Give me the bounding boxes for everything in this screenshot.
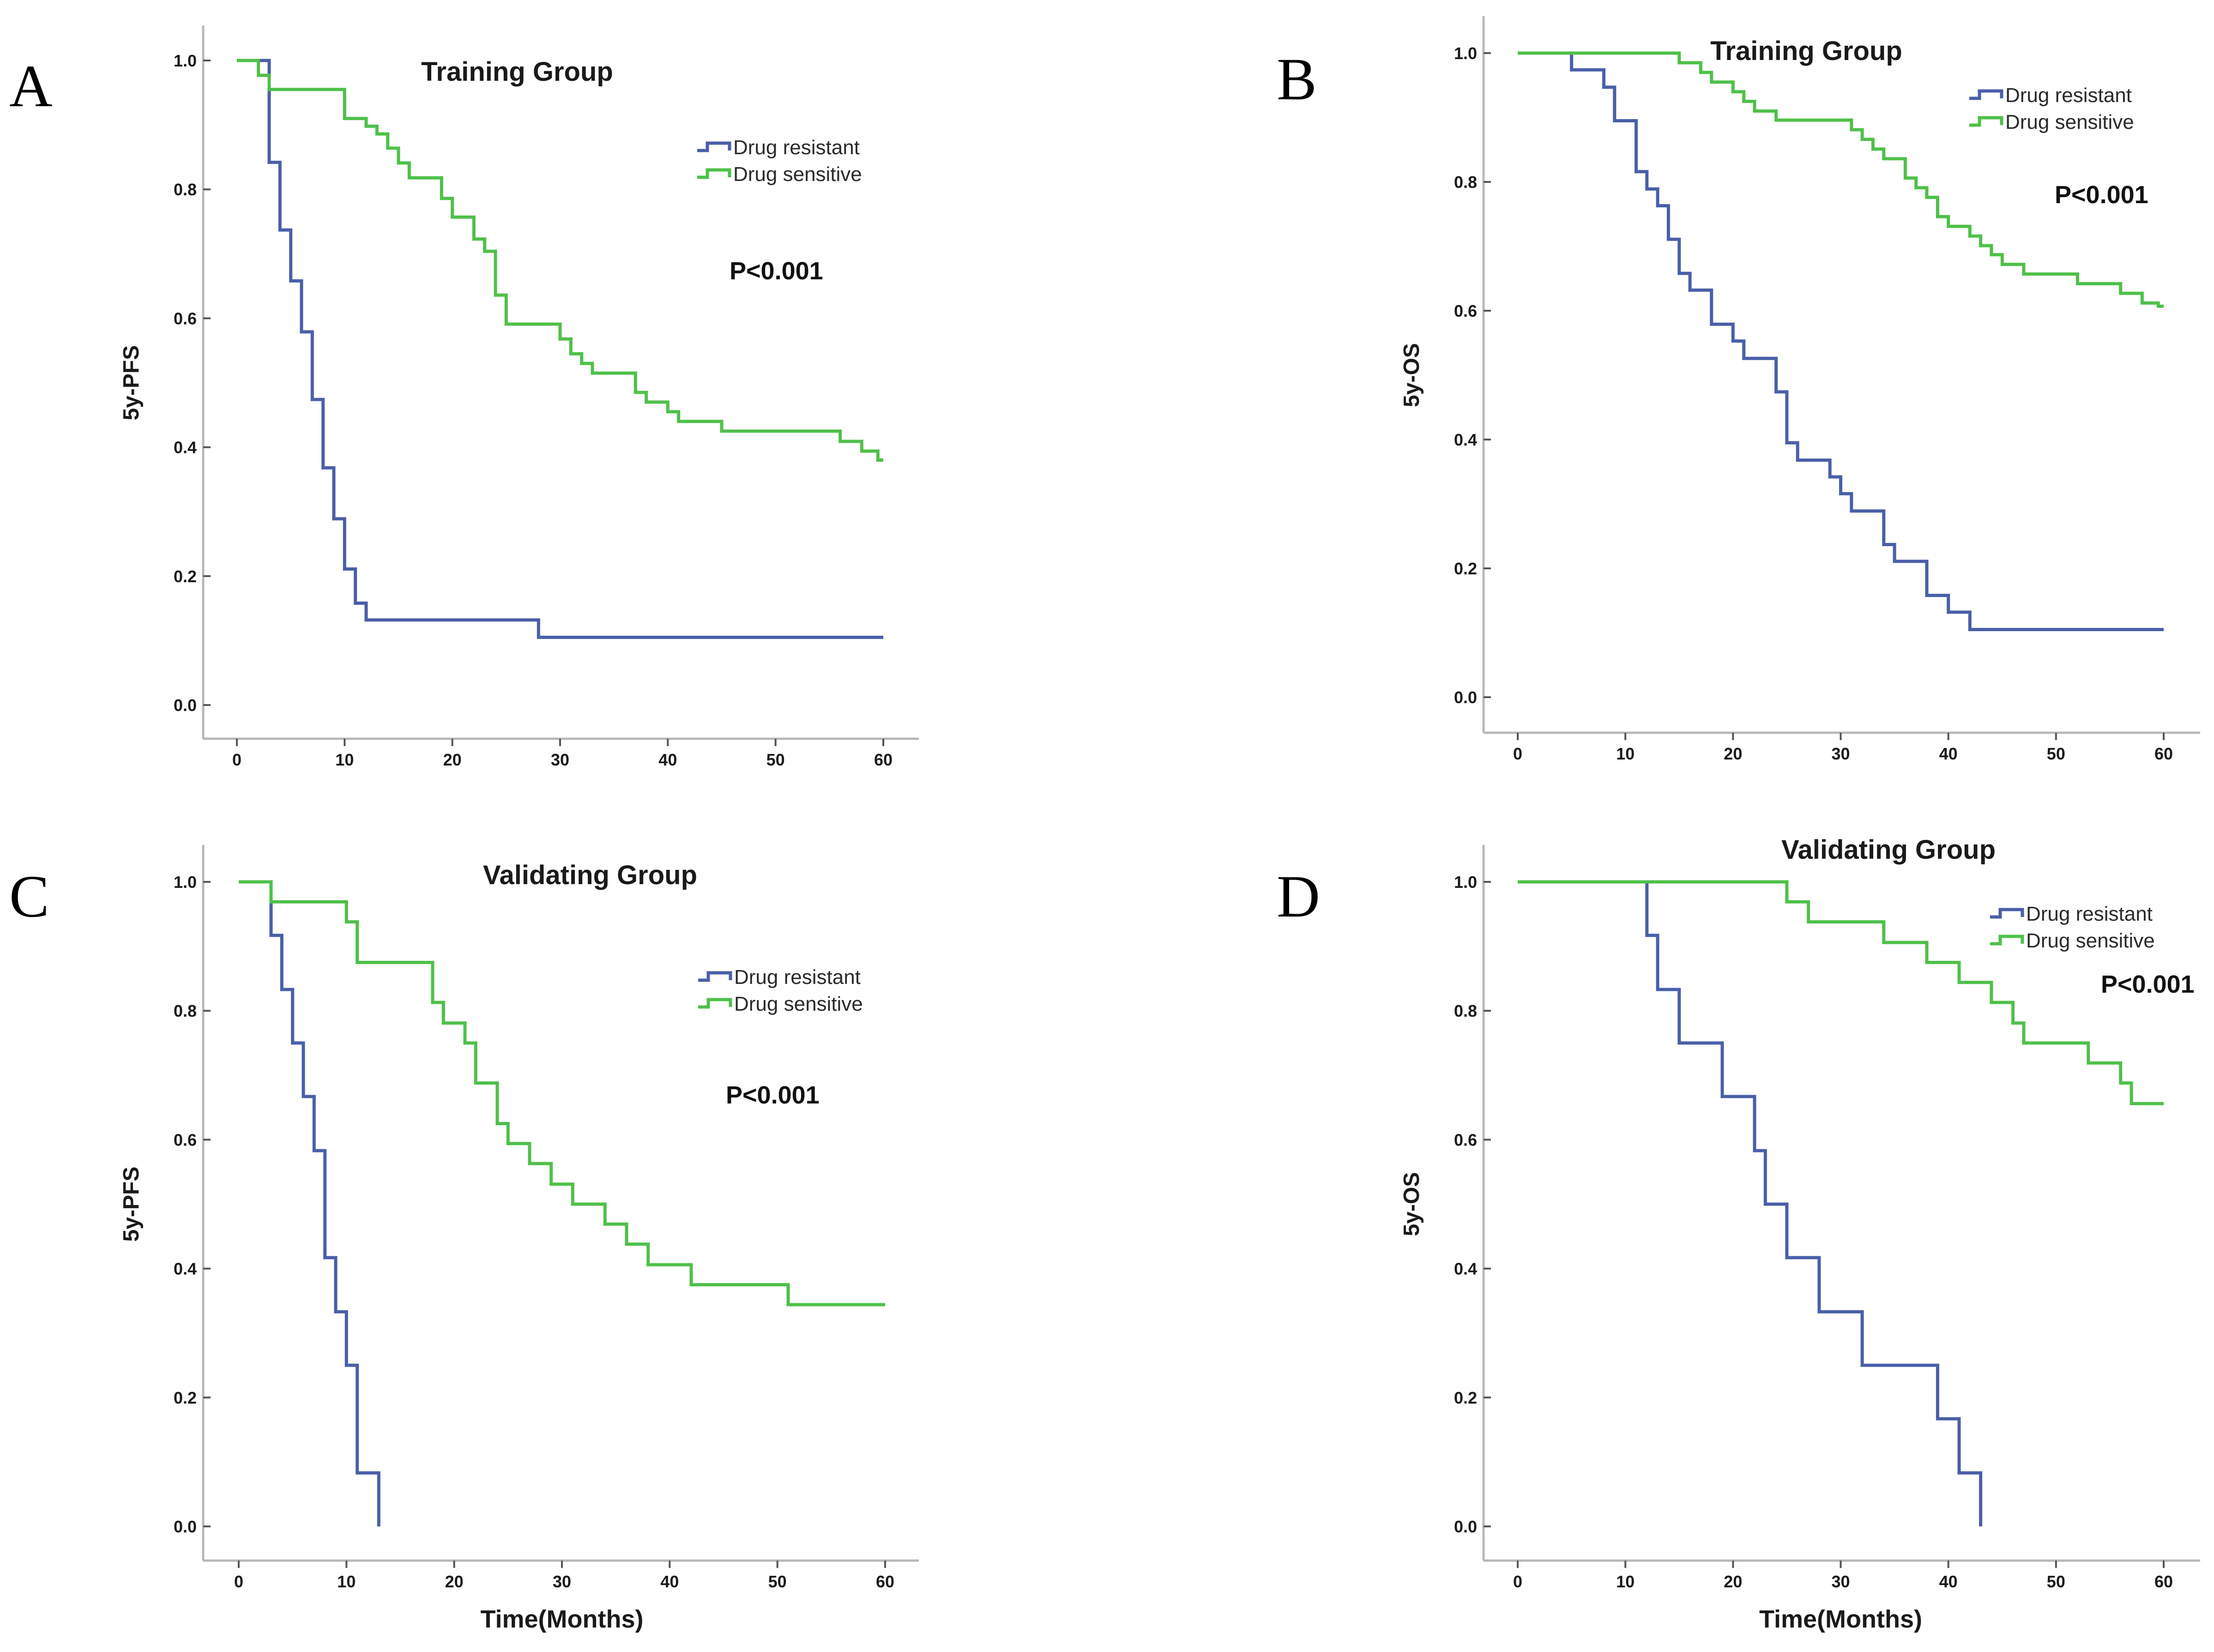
- panel-b-letter: B: [1277, 46, 1317, 113]
- panel-b-x-tick-label: 40: [1939, 744, 1958, 763]
- panel-b-y-tick-label: 1.0: [1454, 44, 1477, 63]
- panel-a-p-value: P<0.001: [730, 257, 823, 285]
- panel-c-y-axis-label: 5y-PFS: [119, 1167, 144, 1242]
- panel-a-x-tick-label: 50: [766, 750, 785, 769]
- panel-b-x-tick-label: 10: [1616, 744, 1635, 763]
- panel-d-x-tick-label: 20: [1724, 1572, 1742, 1591]
- panel-d-y-tick-label: 0.8: [1454, 1001, 1477, 1020]
- panel-a-y-tick-label: 0.8: [174, 180, 197, 199]
- panel-a-x-tick-label: 0: [232, 750, 241, 769]
- panel-a-legend-label-drug-resistant: Drug resistant: [733, 136, 860, 159]
- panel-d-y-axis-label: 5y-OS: [1400, 1172, 1424, 1236]
- panel-b-legend-label-drug-sensitive: Drug sensitive: [2005, 111, 2134, 133]
- panel-a-legend-label-drug-sensitive: Drug sensitive: [733, 163, 862, 186]
- panel-d-y-tick-label: 1.0: [1454, 873, 1477, 892]
- panel-d-legend-swatch-drug-sensitive: [1990, 935, 2024, 946]
- panel-b-legend-label-drug-resistant: Drug resistant: [2005, 84, 2132, 107]
- panel-a-x-tick-label: 10: [335, 750, 354, 769]
- panel-c-x-tick-label: 0: [234, 1572, 243, 1591]
- panel-a-y-axis-label: 5y-PFS: [119, 345, 144, 421]
- panel-c-p-value: P<0.001: [726, 1081, 820, 1109]
- panel-d-y-tick-label: 0.0: [1454, 1517, 1477, 1536]
- panel-a-x-tick-label: 20: [443, 750, 462, 769]
- panel-c-legend-label-drug-resistant: Drug resistant: [734, 966, 861, 989]
- panel-b-y-tick-label: 0.6: [1454, 301, 1477, 320]
- panel-d-legend-label-drug-sensitive: Drug sensitive: [2026, 929, 2155, 952]
- panel-d-y-tick-label: 0.4: [1454, 1260, 1477, 1278]
- panel-c-x-tick-label: 40: [660, 1572, 679, 1591]
- panel-a-x-tick-label: 30: [551, 750, 569, 769]
- panel-c-y-tick-label: 0.8: [174, 1001, 197, 1020]
- panel-c-drug-sensitive-curve: [239, 880, 885, 1307]
- panel-b-x-tick-label: 60: [2154, 744, 2173, 763]
- panel-d-x-axis-label: Time(Months): [1759, 1605, 1922, 1633]
- panel-b-x-tick-label: 30: [1831, 744, 1850, 763]
- panel-c-title: Validating Group: [483, 860, 697, 890]
- panel-b-y-tick-label: 0.2: [1454, 559, 1477, 578]
- panel-d-title: Validating Group: [1781, 835, 1996, 865]
- panel-a-letter: A: [9, 53, 53, 120]
- panel-d-drug-sensitive-curve: [1518, 880, 2164, 1105]
- panel-c-x-tick-label: 60: [876, 1572, 894, 1591]
- panel-b-legend-swatch-drug-sensitive: [1969, 116, 2003, 127]
- panel-b-drug-sensitive-curve: [1518, 51, 2164, 308]
- panel-d-y-tick-label: 0.2: [1454, 1388, 1477, 1407]
- panel-a-x-tick-label: 40: [658, 750, 677, 769]
- panel-c-y-tick-label: 0.2: [174, 1388, 197, 1407]
- panel-d-letter: D: [1277, 863, 1320, 930]
- panel-d-x-tick-label: 60: [2154, 1572, 2173, 1591]
- panel-b-legend-swatch-drug-resistant: [1969, 89, 2003, 100]
- panel-d-legend-swatch-drug-resistant: [1990, 908, 2024, 919]
- panel-c-x-axis-label: Time(Months): [481, 1605, 644, 1633]
- panel-c-legend-swatch-drug-resistant: [698, 971, 732, 982]
- panel-b-y-axis-label: 5y-OS: [1400, 343, 1424, 407]
- panel-d-x-tick-label: 40: [1939, 1572, 1958, 1591]
- panel-a-legend-swatch-drug-sensitive: [697, 168, 731, 179]
- panel-a-drug-resistant-curve: [237, 59, 883, 639]
- panel-a-y-tick-label: 0.6: [174, 309, 197, 328]
- panel-c-x-tick-label: 30: [553, 1572, 571, 1591]
- panel-d-p-value: P<0.001: [2101, 971, 2195, 998]
- panel-a-y-tick-label: 0.2: [174, 567, 197, 586]
- panel-c-drug-resistant-curve: [239, 880, 380, 1526]
- panel-a-y-tick-label: 0.0: [174, 696, 197, 715]
- panel-d-x-tick-label: 50: [2047, 1572, 2065, 1591]
- panel-a-legend-swatch-drug-resistant: [697, 141, 731, 152]
- panel-d-x-tick-label: 0: [1513, 1572, 1522, 1591]
- panel-d-drug-resistant-curve: [1518, 880, 1983, 1526]
- panel-b-x-tick-label: 50: [2047, 744, 2065, 763]
- panel-b-y-tick-label: 0.0: [1454, 688, 1477, 707]
- panel-a-title: Training Group: [421, 57, 613, 87]
- panel-a-y-tick-label: 0.4: [174, 438, 197, 457]
- panel-c-x-tick-label: 50: [768, 1572, 787, 1591]
- panel-d-x-tick-label: 10: [1616, 1572, 1635, 1591]
- panel-b-drug-resistant-curve: [1518, 51, 2164, 631]
- panel-b-x-tick-label: 0: [1513, 744, 1522, 763]
- panel-c-y-tick-label: 0.4: [174, 1260, 197, 1278]
- panel-c-legend-swatch-drug-sensitive: [698, 998, 732, 1009]
- panel-b-y-tick-label: 0.8: [1454, 173, 1477, 192]
- panel-b-x-tick-label: 20: [1724, 744, 1742, 763]
- panel-d-y-tick-label: 0.6: [1454, 1130, 1477, 1149]
- panel-d-legend-label-drug-resistant: Drug resistant: [2026, 903, 2153, 925]
- panel-a-drug-sensitive-curve: [237, 59, 883, 462]
- panel-a-x-tick-label: 60: [874, 750, 893, 769]
- panel-d-x-tick-label: 30: [1831, 1572, 1850, 1591]
- panel-c-x-tick-label: 10: [337, 1572, 356, 1591]
- panel-b-title: Training Group: [1710, 36, 1902, 66]
- panel-b-p-value: P<0.001: [2055, 181, 2148, 209]
- panel-c-y-tick-label: 0.0: [174, 1517, 197, 1536]
- panel-c-x-tick-label: 20: [445, 1572, 464, 1591]
- panel-c-y-tick-label: 0.6: [174, 1130, 197, 1149]
- panel-c-legend-label-drug-sensitive: Drug sensitive: [734, 993, 863, 1015]
- panel-c-y-tick-label: 1.0: [174, 873, 197, 892]
- panel-c-letter: C: [9, 863, 49, 930]
- panel-b-y-tick-label: 0.4: [1454, 430, 1477, 449]
- panel-a-y-tick-label: 1.0: [174, 51, 197, 70]
